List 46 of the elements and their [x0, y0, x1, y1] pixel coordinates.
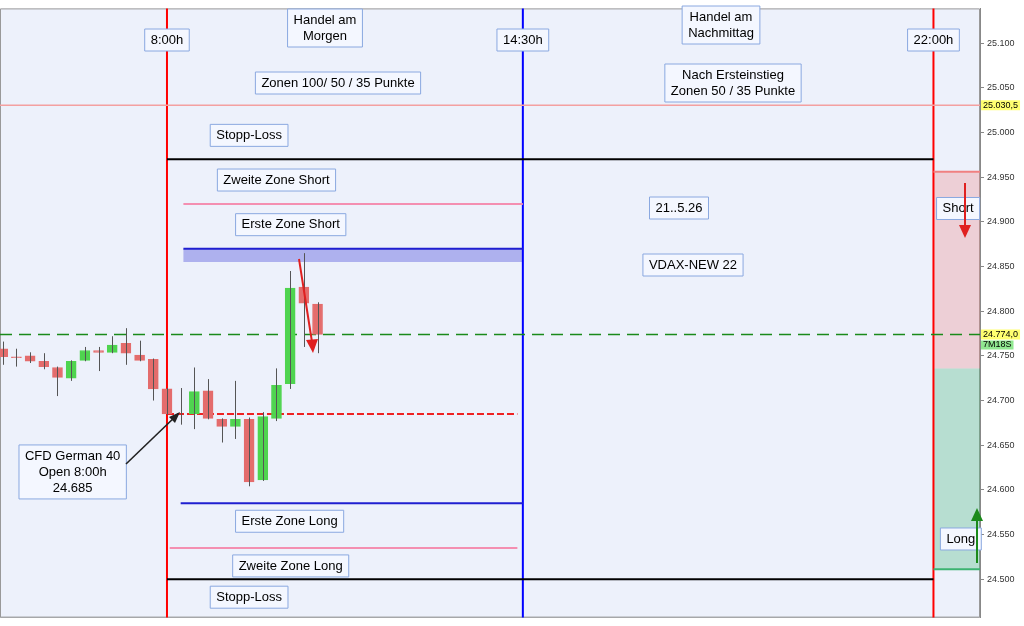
y-tick-label: 24.650: [987, 439, 1015, 450]
annotation: Zweite Zone Short: [223, 171, 330, 187]
candlestick: [134, 340, 145, 362]
candlestick: [11, 348, 22, 368]
y-tick-label: 25.100: [987, 37, 1015, 48]
annotation: Handel am Morgen: [293, 11, 357, 43]
y-tick-label: 25.000: [987, 127, 1015, 138]
candlestick: [271, 367, 282, 422]
annotation: Long: [946, 530, 976, 546]
annotation: VDAX-NEW 22: [648, 256, 738, 272]
y-tick-label: 24.700: [987, 395, 1015, 406]
annotation: 21..5.26: [655, 199, 703, 215]
text: 7M18S: [983, 338, 1012, 349]
annotation: Stopp-Loss: [216, 126, 283, 142]
candlestick: [93, 346, 104, 372]
annotation: Handel am Nachmittag: [688, 8, 754, 40]
y-tick-label: 24.800: [987, 305, 1015, 316]
candlestick: [52, 366, 63, 397]
candlestick: [312, 301, 323, 354]
candlestick: [230, 380, 241, 440]
candlestick: [257, 411, 269, 482]
ref-line-label: 25.030,5: [983, 99, 1019, 110]
candlestick: [147, 358, 159, 402]
y-tick-label: 24.750: [987, 350, 1015, 361]
y-tick-label: 25.050: [987, 82, 1015, 93]
y-tick-label: 24.900: [987, 216, 1015, 227]
candlestick: [106, 335, 118, 354]
y-tick-label: 24.950: [987, 171, 1015, 182]
y-tick-label: 24.500: [987, 573, 1015, 584]
y-tick-label: 24.850: [987, 261, 1015, 272]
annotation: CFD German 40 Open 8:00h 24.685: [24, 447, 121, 495]
candlestick: [216, 417, 228, 444]
ref-line-label: 24.774,0: [983, 328, 1019, 339]
annotation: Zonen 100/ 50 / 35 Punkte: [261, 74, 415, 90]
annotation: Erste Zone Short: [241, 216, 341, 232]
candlestick: [38, 352, 50, 370]
y-tick-label: 24.600: [987, 484, 1015, 495]
y-tick-label: 24.550: [987, 529, 1015, 540]
annotation: Erste Zone Long: [241, 512, 338, 528]
ref-line-label: 14:30h: [502, 31, 543, 47]
annotation: Zweite Zone Long: [238, 557, 343, 573]
annotation: Stopp-Loss: [216, 588, 283, 604]
candlestick: [189, 366, 200, 430]
annotation: Nach Ersteinstieg Zonen 50 / 35 Punkte: [670, 66, 796, 98]
ref-line-label: 8:00h: [150, 31, 184, 47]
ref-line-label: 22:00h: [913, 31, 954, 47]
